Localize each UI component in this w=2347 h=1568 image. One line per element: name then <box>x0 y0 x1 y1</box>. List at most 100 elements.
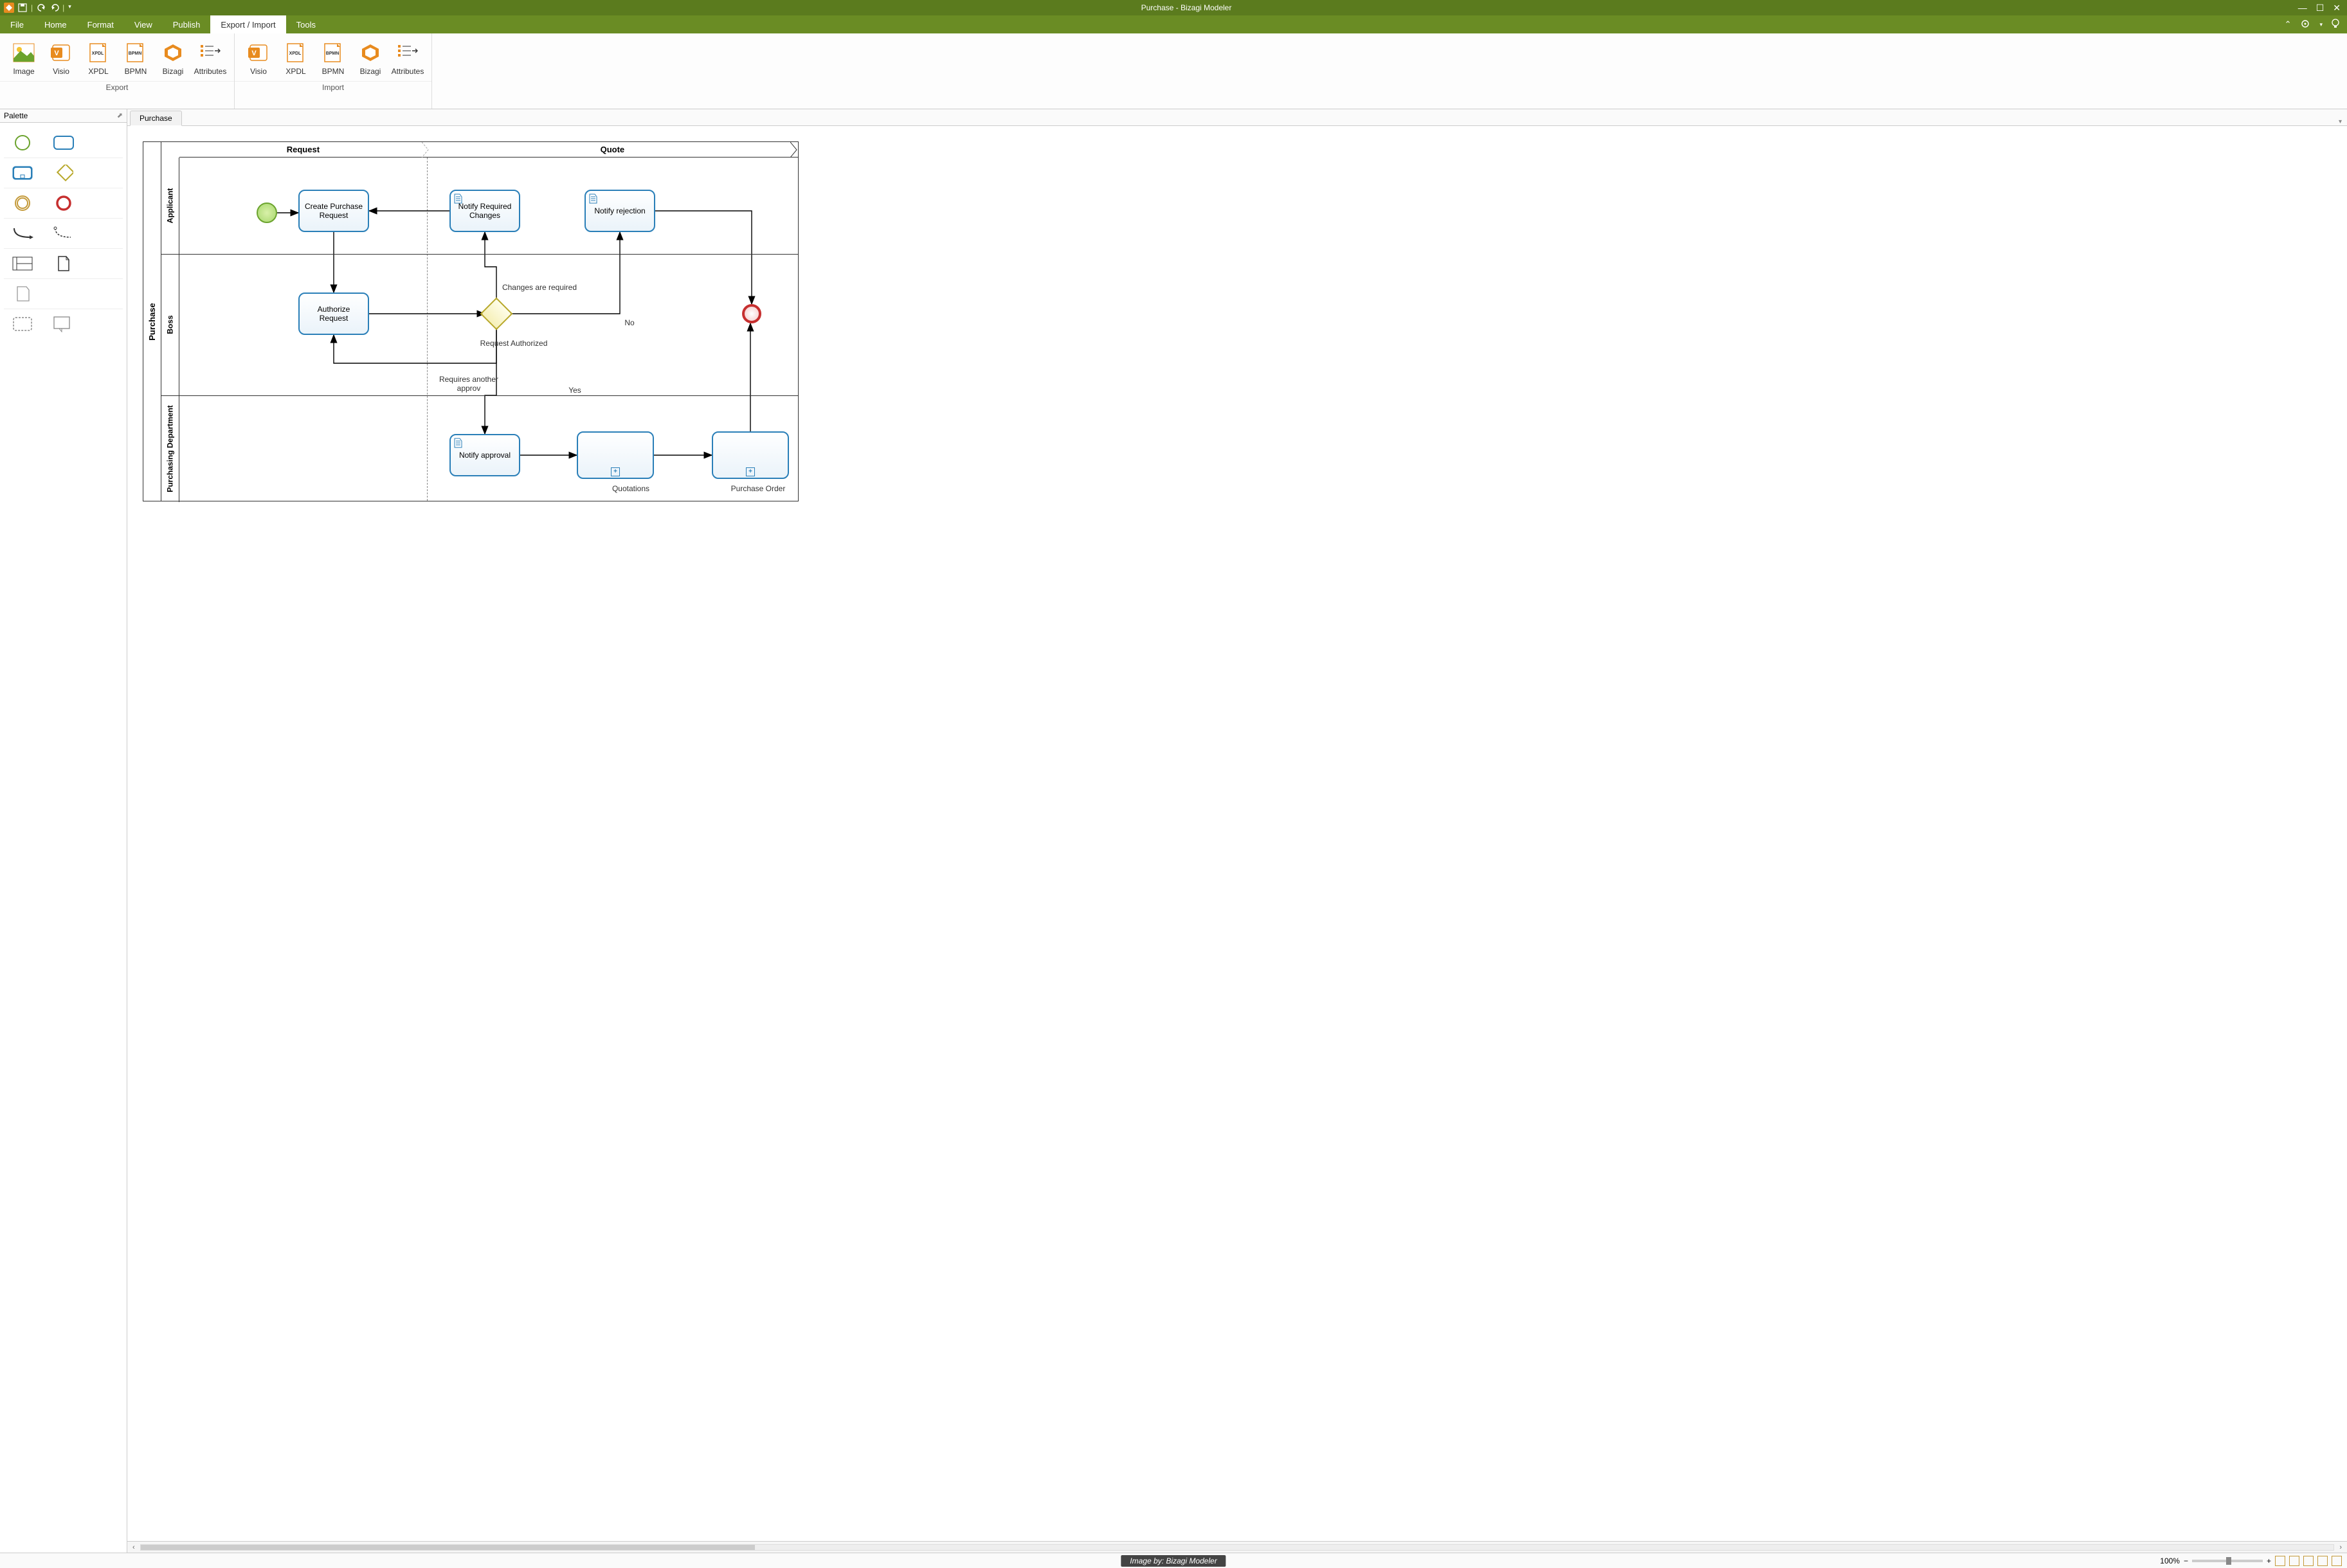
tab-format[interactable]: Format <box>77 15 124 33</box>
doc-tab-dropdown-icon[interactable]: ▾ <box>2333 118 2347 125</box>
bpmn-startEvent-start[interactable] <box>257 203 277 223</box>
ribbon-bpmn-button[interactable]: BPMNBPMN <box>117 39 154 78</box>
zoom-out-icon[interactable]: − <box>2184 1556 2188 1565</box>
statusbar: Image by: Bizagi Modeler 100% − + <box>0 1553 2347 1568</box>
ribbon-xpdl-button[interactable]: XPDLXPDL <box>277 39 314 78</box>
zoom-label: 100% <box>2160 1556 2180 1565</box>
palette-end-event[interactable] <box>51 194 76 213</box>
maximize-button[interactable]: ☐ <box>2316 3 2324 14</box>
ribbon: ImageVVisioXPDLXPDLBPMNBPMNBizagiAttribu… <box>0 33 2347 109</box>
phase-request[interactable]: Request <box>179 142 427 157</box>
zoom-search-icon[interactable] <box>2275 1556 2285 1566</box>
svg-text:V: V <box>54 50 59 57</box>
ribbon-attributes-button[interactable]: Attributes <box>192 39 229 78</box>
pool-title[interactable]: Purchase <box>143 142 161 501</box>
titlebar: | | ▾ Purchase - Bizagi Modeler — ☐ ✕ <box>0 0 2347 15</box>
document-tab[interactable]: Purchase <box>130 111 182 126</box>
collapse-ribbon-icon[interactable]: ⌃ <box>2285 19 2292 30</box>
ribbon-bizagi-button[interactable]: Bizagi <box>154 39 192 78</box>
palette-annotation[interactable] <box>10 284 35 303</box>
redo-icon[interactable] <box>50 3 59 12</box>
ribbon-group-label: Export <box>0 81 234 95</box>
tab-home[interactable]: Home <box>34 15 77 33</box>
palette-task[interactable] <box>51 133 76 152</box>
canvas[interactable]: Purchase Request Quote <box>127 126 2347 1541</box>
ribbon-visio-button[interactable]: VVisio <box>42 39 80 78</box>
ribbon-image-button[interactable]: Image <box>5 39 42 78</box>
palette-data-object[interactable] <box>51 254 76 273</box>
svg-text:BPMN: BPMN <box>326 51 340 56</box>
qat-dropdown-icon[interactable]: ▾ <box>68 3 77 12</box>
palette-group[interactable] <box>10 314 35 334</box>
palette-header: Palette ⬈ <box>0 109 127 123</box>
palette-panel: Palette ⬈ <box>0 109 127 1553</box>
image-icon <box>12 41 35 64</box>
palette-subprocess[interactable] <box>10 163 35 183</box>
ribbon-visio-button[interactable]: VVisio <box>240 39 277 78</box>
tab-tools[interactable]: Tools <box>286 15 326 33</box>
palette-message-flow[interactable] <box>51 224 76 243</box>
document-tabs: Purchase ▾ <box>127 109 2347 126</box>
bpmn-task-t5[interactable]: Notify approval <box>449 434 520 476</box>
ribbon-bpmn-button[interactable]: BPMNBPMN <box>314 39 352 78</box>
bpmn-task-t2[interactable]: Authorize Request <box>298 293 369 335</box>
close-button[interactable]: ✕ <box>2333 3 2341 14</box>
phase-separator <box>427 158 428 501</box>
window-title: Purchase - Bizagi Modeler <box>81 3 2291 12</box>
lane-title[interactable]: Boss <box>161 254 179 395</box>
palette-start-event[interactable] <box>10 133 35 152</box>
xpdl-icon: XPDL <box>87 41 110 64</box>
scroll-right-icon[interactable]: › <box>2337 1544 2344 1551</box>
bizagi-icon <box>359 41 382 64</box>
bpmn-task-t3[interactable]: Notify Required Changes <box>449 190 520 232</box>
svg-text:BPMN: BPMN <box>129 51 142 56</box>
zoom-in-icon[interactable]: + <box>2267 1556 2271 1565</box>
bpmn-subprocess-s2[interactable]: + <box>712 431 789 479</box>
minimize-button[interactable]: — <box>2298 3 2307 14</box>
ribbon-xpdl-button[interactable]: XPDLXPDL <box>80 39 117 78</box>
gear-dropdown-icon[interactable]: ▾ <box>2319 21 2323 28</box>
tab-publish[interactable]: Publish <box>163 15 211 33</box>
visio-icon: V <box>50 41 73 64</box>
zoom-actual-icon[interactable] <box>2317 1556 2328 1566</box>
ribbon-bizagi-button[interactable]: Bizagi <box>352 39 389 78</box>
horizontal-scrollbar[interactable]: ‹ › <box>127 1541 2347 1553</box>
ribbon-attributes-button[interactable]: Attributes <box>389 39 426 78</box>
presentation-icon[interactable] <box>2332 1556 2342 1566</box>
fit-width-icon[interactable] <box>2303 1556 2314 1566</box>
fit-page-icon[interactable] <box>2289 1556 2299 1566</box>
undo-icon[interactable] <box>37 3 46 12</box>
pin-icon[interactable]: ⬈ <box>117 111 123 120</box>
palette-text-annotation[interactable] <box>51 314 76 334</box>
tab-view[interactable]: View <box>124 15 163 33</box>
bpmn-subprocess-s1[interactable]: + <box>577 431 654 479</box>
canvas-wrap: Purchase ▾ Purchase Request Quote <box>127 109 2347 1553</box>
bpmn-gateway-g1[interactable] <box>480 298 513 330</box>
tab-file[interactable]: File <box>0 15 34 33</box>
bpmn-task-t4[interactable]: Notify rejection <box>584 190 655 232</box>
bpmn-diagram[interactable]: Purchase Request Quote <box>143 141 799 501</box>
phase-header: Request Quote <box>179 142 798 158</box>
edge-label: No <box>591 318 668 327</box>
lane-title[interactable]: Purchasing Department <box>161 395 179 502</box>
palette-sequence-flow[interactable] <box>10 224 35 243</box>
window-buttons: — ☐ ✕ <box>2292 3 2347 14</box>
ribbon-group-export: ImageVVisioXPDLXPDLBPMNBPMNBizagiAttribu… <box>0 33 235 109</box>
tab-export-import[interactable]: Export / Import <box>210 15 285 33</box>
zoom-slider[interactable] <box>2192 1560 2263 1562</box>
bpmn-endEvent-end[interactable] <box>742 304 761 323</box>
lightbulb-icon[interactable] <box>2332 19 2339 31</box>
bpmn-task-t1[interactable]: Create Purchase Request <box>298 190 369 232</box>
lane-title[interactable]: Applicant <box>161 158 179 254</box>
phase-quote[interactable]: Quote <box>427 142 798 157</box>
ribbon-group-label: Import <box>235 81 431 95</box>
palette-pool[interactable] <box>10 254 35 273</box>
gear-icon[interactable] <box>2300 19 2310 31</box>
menu-right-icons: ⌃ ▾ <box>2277 15 2347 33</box>
palette-intermediate-event[interactable] <box>10 194 35 213</box>
scroll-left-icon[interactable]: ‹ <box>130 1544 138 1551</box>
save-icon[interactable] <box>18 3 27 12</box>
app-logo-icon <box>4 3 14 13</box>
palette-gateway[interactable] <box>51 163 76 183</box>
image-credit: Image by: Bizagi Modeler <box>1121 1555 1226 1567</box>
